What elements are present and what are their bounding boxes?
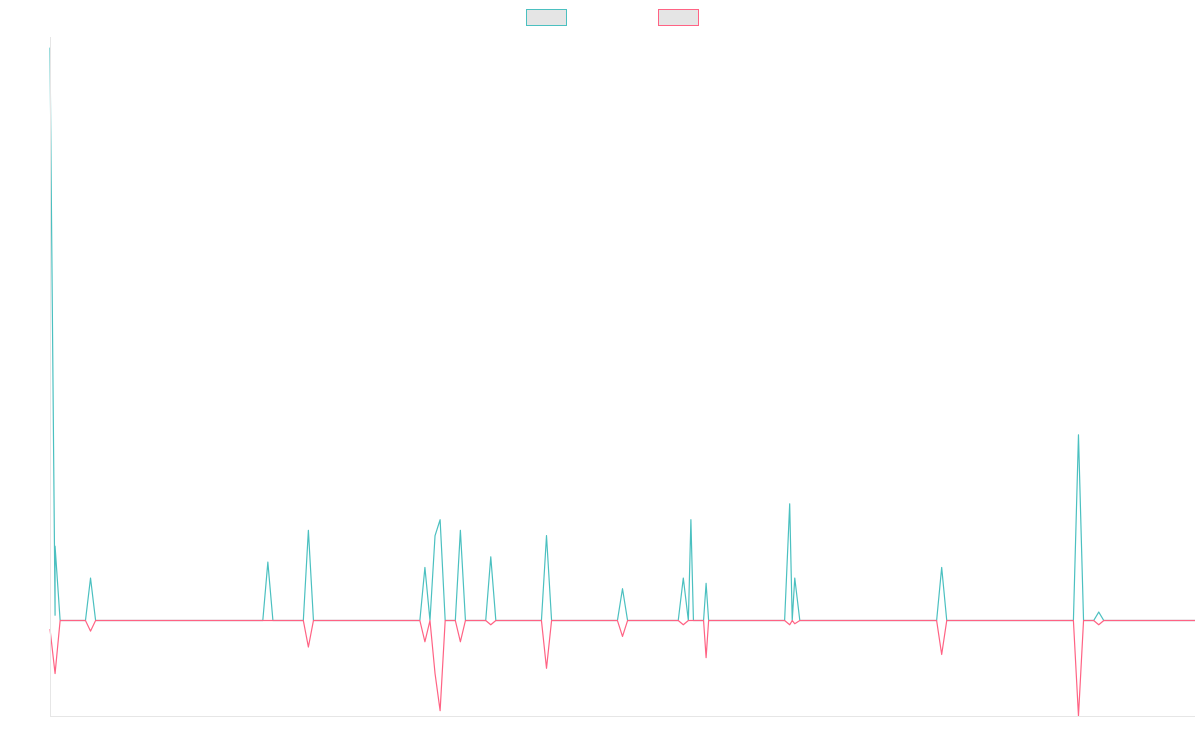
series-line-2 [49,619,1195,717]
series-line-1 [49,47,1195,622]
plot-area [49,47,1195,717]
legend[interactable] [526,9,699,26]
axes [50,37,1195,717]
legend-swatch-2[interactable] [658,9,699,26]
legend-swatch-1[interactable] [526,9,567,26]
